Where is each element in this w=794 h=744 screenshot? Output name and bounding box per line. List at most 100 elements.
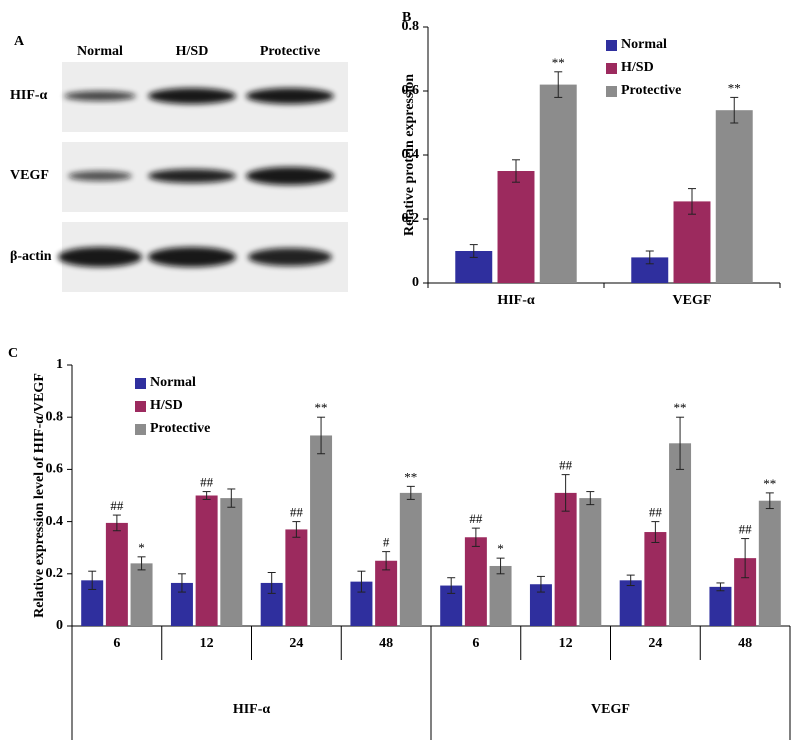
- significance-mark: **: [763, 476, 776, 491]
- bar: [170, 582, 193, 626]
- x-tick-label: 48: [738, 636, 752, 651]
- y-tick-label: 1: [56, 357, 63, 372]
- legend-label: H/SD: [150, 398, 183, 413]
- lane-label: H/SD: [176, 44, 209, 59]
- significance-mark: ##: [200, 475, 214, 490]
- significance-mark: *: [497, 541, 504, 556]
- bar: [489, 565, 512, 626]
- bar: [81, 580, 104, 626]
- significance-mark: ##: [469, 511, 483, 526]
- panel-label: A: [14, 34, 25, 49]
- blot-band: [68, 171, 132, 181]
- y-tick-label: 0.6: [402, 83, 420, 98]
- blot-band: [248, 248, 332, 266]
- significance-mark: ##: [649, 505, 663, 520]
- x-tick-label: 12: [200, 636, 214, 651]
- bar: [579, 498, 602, 626]
- bar: [529, 584, 552, 626]
- panel-label: B: [402, 10, 411, 25]
- bar: [399, 492, 422, 626]
- significance-mark: ##: [290, 505, 304, 520]
- x-tick-label: VEGF: [673, 293, 712, 308]
- bar: [715, 110, 753, 283]
- legend-label: Protective: [621, 83, 681, 98]
- lane-label: Normal: [77, 44, 123, 59]
- bar: [220, 498, 243, 626]
- significance-mark: ##: [110, 498, 124, 513]
- y-tick-label: 0.4: [402, 147, 420, 162]
- row-label: HIF-α: [10, 88, 48, 103]
- x-tick-label: 6: [113, 636, 120, 651]
- y-axis-label: Relative protein expression: [402, 74, 417, 236]
- bar: [130, 563, 153, 626]
- bar: [375, 560, 398, 626]
- bar: [734, 558, 757, 626]
- bar: [758, 500, 781, 626]
- y-tick-label: 0.2: [46, 566, 64, 581]
- y-tick-label: 0.8: [46, 409, 64, 424]
- bar: [539, 84, 577, 283]
- legend-label: Normal: [150, 375, 196, 390]
- bar: [105, 522, 128, 626]
- blot-band: [58, 247, 142, 267]
- group-label: HIF-α: [233, 702, 271, 717]
- legend-swatch: [606, 40, 617, 51]
- x-tick-label: 6: [472, 636, 479, 651]
- legend-label: Protective: [150, 421, 210, 436]
- bar: [285, 529, 308, 626]
- y-axis-label: Relative expression level of HIF-α/VEGF: [32, 373, 47, 618]
- legend-swatch: [606, 63, 617, 74]
- bar: [440, 585, 463, 626]
- significance-mark: ##: [739, 522, 753, 537]
- x-tick-label: HIF-α: [497, 293, 535, 308]
- bar: [310, 435, 333, 626]
- y-tick-label: 0.6: [46, 462, 64, 477]
- bar: [709, 586, 732, 626]
- significance-mark: **: [728, 80, 741, 95]
- bar: [195, 495, 218, 626]
- significance-mark: **: [674, 400, 687, 415]
- significance-mark: **: [404, 469, 417, 484]
- bar: [644, 532, 667, 626]
- group-label: VEGF: [591, 702, 630, 717]
- legend-swatch: [135, 378, 146, 389]
- y-tick-label: 0.4: [46, 514, 64, 529]
- blot-band: [246, 88, 334, 104]
- legend-swatch: [135, 401, 146, 412]
- significance-mark: **: [552, 55, 565, 70]
- x-tick-label: 12: [559, 636, 573, 651]
- legend-label: H/SD: [621, 60, 654, 75]
- blot-band: [246, 167, 334, 185]
- blot-band: [148, 88, 236, 104]
- bar: [464, 537, 487, 626]
- blot-band: [64, 91, 136, 101]
- y-tick-label: 0.2: [402, 211, 420, 226]
- y-tick-label: 0: [412, 275, 419, 290]
- bar: [554, 492, 577, 626]
- bar: [497, 171, 535, 283]
- x-tick-label: 24: [648, 636, 662, 651]
- x-tick-label: 48: [379, 636, 393, 651]
- significance-mark: **: [315, 400, 328, 415]
- row-label: β-actin: [10, 249, 52, 264]
- panel-label: C: [8, 346, 18, 361]
- y-tick-label: 0.8: [402, 19, 420, 34]
- legend-swatch: [606, 86, 617, 97]
- bar: [669, 443, 692, 626]
- blot-band: [148, 247, 236, 267]
- bar: [673, 201, 711, 283]
- bar: [619, 580, 642, 626]
- legend-label: Normal: [621, 37, 667, 52]
- bar: [350, 581, 373, 626]
- legend-swatch: [135, 424, 146, 435]
- significance-mark: ##: [559, 458, 573, 473]
- bar: [260, 582, 283, 626]
- x-tick-label: 24: [289, 636, 303, 651]
- row-label: VEGF: [10, 168, 49, 183]
- lane-label: Protective: [260, 44, 320, 59]
- y-tick-label: 0: [56, 618, 63, 633]
- blot-band: [148, 169, 236, 183]
- significance-mark: #: [383, 535, 390, 550]
- significance-mark: *: [138, 540, 145, 555]
